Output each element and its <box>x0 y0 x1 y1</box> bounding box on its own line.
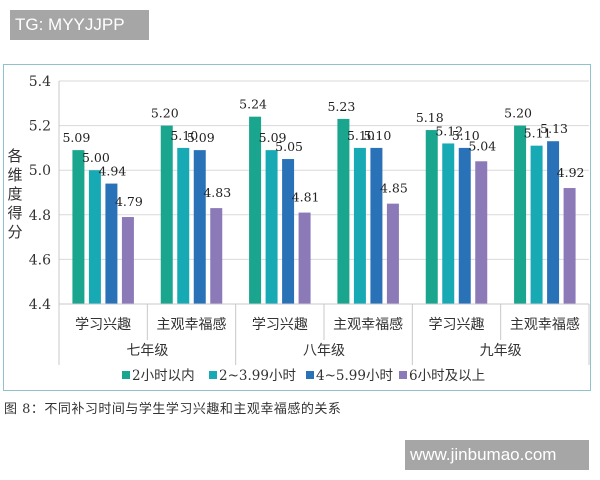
data-label: 5.24 <box>239 97 267 112</box>
x-category-label: 学习兴趣 <box>429 317 485 333</box>
y-axis-label: 分 <box>7 223 22 241</box>
y-tick-label: 4.6 <box>29 252 51 268</box>
bar <box>210 208 223 304</box>
bar <box>265 150 278 304</box>
chart-frame: 4.4 4.6 4.8 5.0 5.2 5.4 各维度得分 5.09 5.00 4.94 4.79 学… <box>3 64 591 391</box>
x-category-label: 主观幸福感 <box>157 316 227 333</box>
bar <box>370 147 383 304</box>
legend-swatch <box>399 371 407 379</box>
bar <box>530 145 543 304</box>
bar <box>475 161 488 304</box>
watermark-bottom: www.jinbumao.com <box>405 440 589 470</box>
bar <box>282 159 295 304</box>
y-tick-label: 5.2 <box>29 119 51 135</box>
data-label: 5.18 <box>416 110 444 125</box>
bar <box>386 203 399 304</box>
data-label: 4.81 <box>292 190 320 205</box>
y-axis-label: 各 <box>7 147 22 165</box>
bar <box>563 188 576 304</box>
bar <box>458 147 471 304</box>
x-category-label: 主观幸福感 <box>510 316 580 333</box>
data-label: 5.04 <box>468 138 496 153</box>
legend-swatch <box>306 371 314 379</box>
legend-label: 2~3.99小时 <box>219 368 296 384</box>
y-axis-label: 得 <box>7 204 22 222</box>
data-label: 5.20 <box>504 106 532 121</box>
data-label: 5.10 <box>363 128 391 143</box>
y-tick-label: 4.8 <box>29 208 51 224</box>
bar <box>105 183 118 304</box>
x-group-label: 八年级 <box>303 343 345 359</box>
data-label: 5.09 <box>62 130 90 145</box>
data-label: 5.00 <box>82 150 110 165</box>
data-label: 4.94 <box>98 164 126 179</box>
data-label: 5.05 <box>275 139 303 154</box>
bar <box>547 141 560 304</box>
data-label: 5.12 <box>435 123 463 138</box>
y-axis-label: 度 <box>7 185 22 203</box>
legend-label: 6小时及以上 <box>409 368 485 384</box>
data-label: 5.10 <box>347 128 375 143</box>
x-category-label: 学习兴趣 <box>75 317 131 333</box>
bar <box>514 125 527 304</box>
bar <box>177 147 190 304</box>
bar <box>353 147 366 304</box>
bar <box>72 150 85 304</box>
y-tick-label: 5.4 <box>29 74 51 90</box>
data-label: 5.10 <box>452 128 480 143</box>
bar <box>249 116 262 305</box>
data-label: 4.92 <box>557 165 585 180</box>
data-label: 5.09 <box>259 130 287 145</box>
bar <box>121 217 134 304</box>
bar <box>193 150 206 304</box>
x-group-label: 九年级 <box>480 343 522 359</box>
bar <box>298 212 311 304</box>
data-label: 5.10 <box>170 128 198 143</box>
data-label: 4.85 <box>380 181 408 196</box>
data-label: 5.11 <box>524 126 552 141</box>
bar <box>88 170 101 304</box>
data-label: 5.23 <box>327 99 355 114</box>
data-label: 4.83 <box>203 185 231 200</box>
x-group-label: 七年级 <box>126 343 168 359</box>
y-axis-label: 维 <box>7 166 22 184</box>
watermark-top: TG: MYYJJPP <box>10 10 149 40</box>
y-tick-label: 4.4 <box>29 297 51 313</box>
data-label: 5.20 <box>151 106 179 121</box>
data-label: 4.79 <box>115 194 143 209</box>
bar <box>425 130 438 304</box>
y-tick-label: 5.0 <box>29 163 51 179</box>
legend-swatch <box>122 371 130 379</box>
bar <box>442 143 455 304</box>
bar <box>337 118 350 304</box>
data-label: 5.09 <box>187 130 215 145</box>
x-category-label: 主观幸福感 <box>333 316 403 333</box>
legend-label: 2小时以内 <box>132 368 195 384</box>
legend-label: 4~5.99小时 <box>316 368 393 384</box>
legend-swatch <box>209 371 217 379</box>
x-category-label: 学习兴趣 <box>252 317 308 333</box>
data-label: 5.13 <box>540 121 568 136</box>
bar <box>160 125 173 304</box>
figure-caption: 图 8：不同补习时间与学生学习兴趣和主观幸福感的关系 <box>4 402 342 417</box>
